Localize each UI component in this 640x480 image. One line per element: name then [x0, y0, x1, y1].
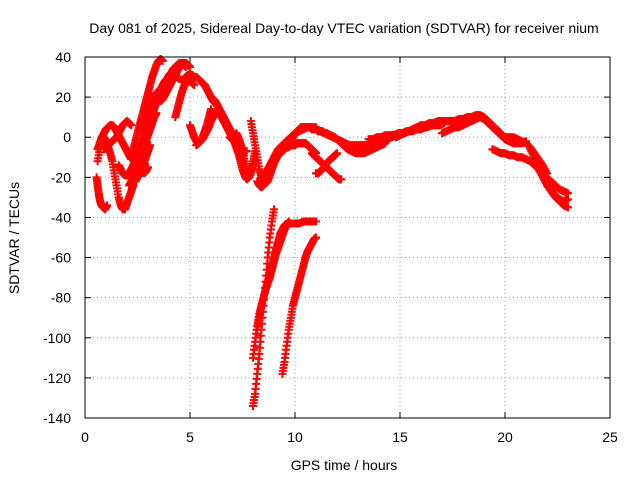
y-tick-label: 40 — [55, 49, 71, 65]
y-tick-label: -20 — [51, 169, 71, 185]
y-tick-label: 20 — [55, 89, 71, 105]
data-point — [207, 105, 215, 114]
x-tick-label: 5 — [186, 429, 194, 445]
series-arc-b — [93, 133, 138, 214]
series-arc-z — [312, 149, 341, 178]
x-tick-label: 25 — [602, 429, 618, 445]
y-axis-title: SDTVAR / TECUs — [6, 182, 22, 294]
data-point — [312, 233, 320, 242]
data-point — [333, 149, 341, 158]
x-tick-label: 0 — [81, 429, 89, 445]
data-marks — [92, 55, 572, 410]
y-tick-label: -80 — [51, 290, 71, 306]
plot-frame — [84, 56, 611, 419]
y-tick-label: -140 — [43, 410, 71, 426]
chart-title: Day 081 of 2025, Sidereal Day-to-day VTE… — [89, 20, 598, 36]
data-point — [249, 161, 257, 170]
data-point — [103, 201, 112, 210]
series-arc-p — [192, 109, 220, 150]
x-tick-label: 10 — [287, 429, 303, 445]
series-arc-i — [131, 141, 155, 186]
data-point — [186, 63, 194, 72]
y-tick-label: 0 — [63, 129, 71, 145]
data-point — [127, 121, 136, 130]
axis-ticks: 0 5 10 15 20 25 -140 -120 -100 -80 -60 -40 -20 0 20 40 — [43, 49, 618, 445]
series-arc-an — [547, 177, 572, 198]
y-tick-label: -60 — [51, 250, 71, 266]
series-arc-drop-3 — [253, 217, 320, 334]
y-tick-label: -40 — [51, 209, 71, 225]
series-arc-g — [127, 55, 167, 162]
data-point — [337, 175, 346, 184]
series-arc-drop-4 — [278, 233, 320, 378]
data-point — [270, 205, 278, 214]
x-tick-label: 15 — [392, 429, 408, 445]
data-point — [190, 81, 199, 90]
data-point — [146, 141, 155, 150]
series-arc-d — [99, 117, 136, 154]
series-arc-t — [232, 129, 257, 182]
x-axis-title: GPS time / hours — [291, 457, 398, 473]
data-point — [158, 57, 167, 66]
data-point — [564, 203, 572, 212]
y-tick-label: -100 — [43, 330, 71, 346]
data-point — [564, 189, 572, 198]
data-point — [312, 217, 320, 226]
x-tick-label: 20 — [497, 429, 513, 445]
series-arc-a — [92, 173, 112, 214]
grid-lines — [85, 57, 610, 418]
series-arc-l — [156, 59, 194, 106]
y-tick-label: -120 — [43, 370, 71, 386]
